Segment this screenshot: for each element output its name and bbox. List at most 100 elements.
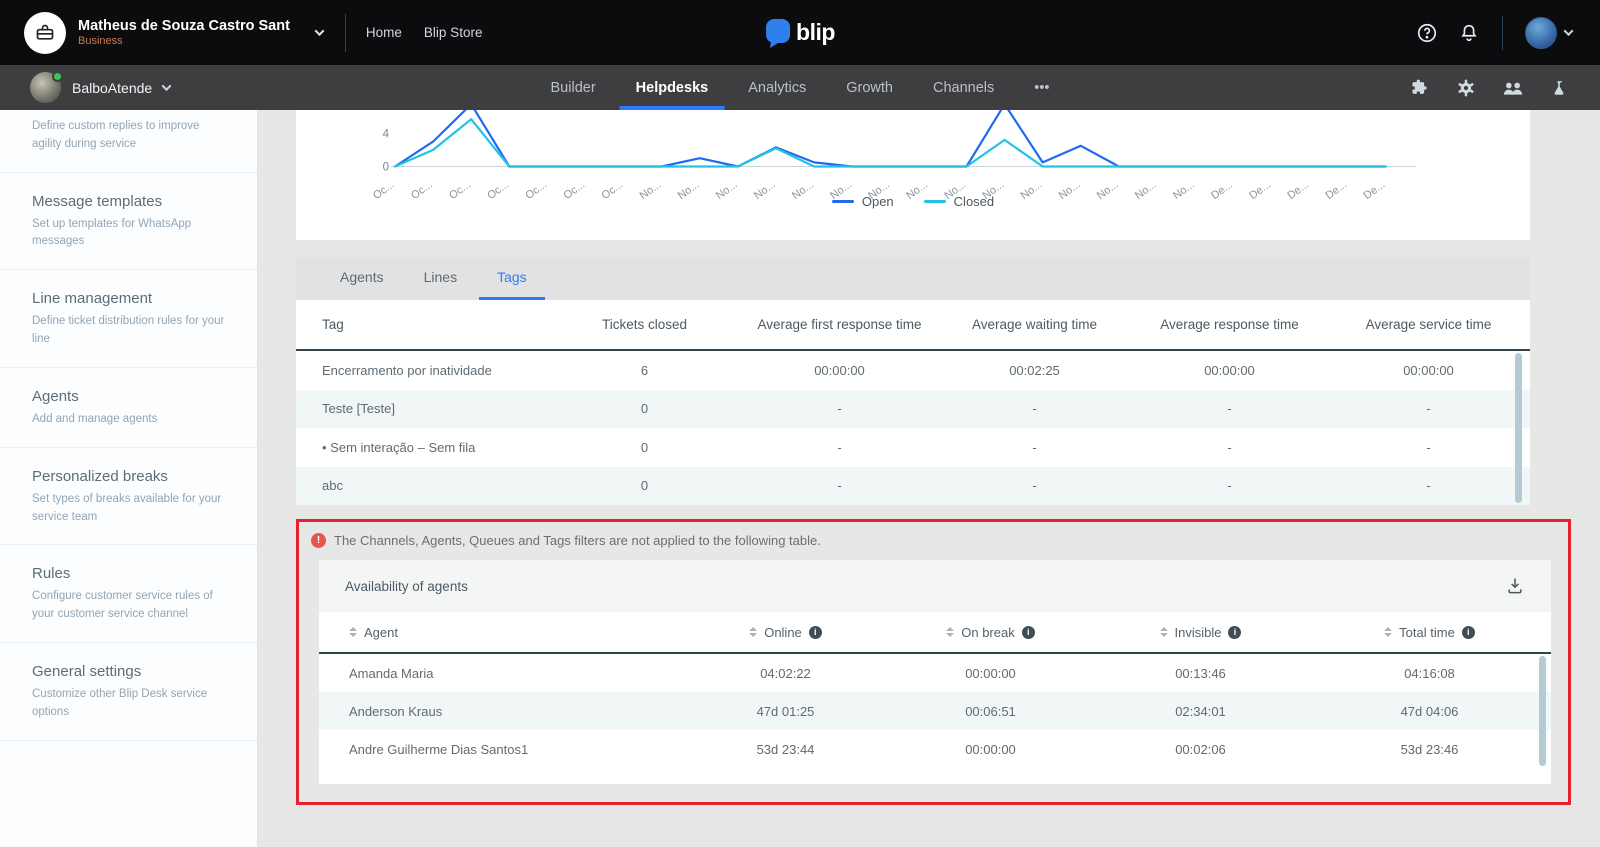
blip-logo-text: blip <box>796 19 835 46</box>
tickets-chart-card: 40Oc...Oc...Oc...Oc...Oc...Oc...Oc...No.… <box>296 110 1530 240</box>
legend-item-closed: Closed <box>924 194 994 209</box>
appbar-tools <box>1410 78 1568 98</box>
tab-lines[interactable]: Lines <box>406 257 475 300</box>
sidebar-item-title: General settings <box>32 663 233 680</box>
bot-name: BalboAtende <box>72 80 152 96</box>
svg-text:0: 0 <box>383 162 389 174</box>
sidebar-item-agents[interactable]: Agents Add and manage agents <box>0 368 257 448</box>
table-cell: - <box>937 440 1132 455</box>
column-label: Total time <box>1399 625 1455 640</box>
table-cell: Teste [Teste] <box>296 401 547 416</box>
svg-text:4: 4 <box>383 128 390 140</box>
sidebar-item-personalized-breaks[interactable]: Personalized breaks Set types of breaks a… <box>0 448 257 546</box>
account-switcher[interactable]: Matheus de Souza Castro Sant Business <box>24 12 323 54</box>
notifications-bell-icon[interactable] <box>1458 22 1480 44</box>
sidebar-item-message-templates[interactable]: Message templatesSet up templates for Wh… <box>0 173 257 271</box>
nav-item-builder[interactable]: Builder <box>535 65 612 110</box>
sort-icon[interactable] <box>1160 627 1168 637</box>
info-icon[interactable]: i <box>1462 626 1475 639</box>
table-cell: - <box>742 440 937 455</box>
download-icon[interactable] <box>1505 576 1525 596</box>
sort-desc-icon <box>1384 633 1392 637</box>
user-menu[interactable] <box>1525 17 1572 49</box>
tags-column-header: Average first response time <box>742 317 937 332</box>
sidebar-item-general-settings[interactable]: General settingsCustomize other Blip Des… <box>0 643 257 741</box>
table-row: Amanda Maria04:02:2200:00:0000:13:4604:1… <box>319 654 1551 692</box>
appbar: BalboAtende BuilderHelpdesksAnalyticsGro… <box>0 65 1600 110</box>
table-cell: 00:13:46 <box>1093 666 1308 681</box>
table-cell: • Sem interação – Sem fila <box>296 440 547 455</box>
tags-column-header: Average service time <box>1327 317 1530 332</box>
tags-column-header: Tag <box>296 317 547 332</box>
puzzle-icon[interactable] <box>1410 78 1430 98</box>
sidebar-item-description: Add and manage agents <box>32 411 228 429</box>
topbar-link-blip-store[interactable]: Blip Store <box>424 25 483 40</box>
sidebar-item-rules[interactable]: RulesConfigure customer service rules of… <box>0 545 257 643</box>
flask-icon[interactable] <box>1550 78 1568 98</box>
availability-column-header-online[interactable]: Onlinei <box>683 625 888 640</box>
bot-switcher[interactable]: BalboAtende <box>30 72 170 103</box>
sort-icon[interactable] <box>349 627 357 637</box>
chart-legend: OpenClosed <box>296 194 1530 209</box>
sidebar-item-title: Personalized breaks <box>32 468 233 485</box>
tags-column-header: Average response time <box>1132 317 1327 332</box>
users-icon[interactable] <box>1502 78 1524 98</box>
help-icon[interactable] <box>1416 22 1438 44</box>
sidebar-item-description: Set up templates for WhatsApp messages <box>32 216 228 252</box>
nav-item-growth[interactable]: Growth <box>830 65 909 110</box>
column-label: On break <box>961 625 1014 640</box>
table-cell: abc <box>296 478 547 493</box>
report-tabs: AgentsLinesTags <box>296 257 1530 300</box>
table-cell: 0 <box>547 401 742 416</box>
sidebar-item-title: Line management <box>32 290 233 307</box>
info-icon[interactable]: i <box>1022 626 1035 639</box>
topbar-links: Home Blip Store <box>366 25 483 40</box>
availability-column-header-agent[interactable]: Agent <box>319 625 683 640</box>
vertical-scrollbar[interactable] <box>1539 656 1546 766</box>
table-cell: 04:02:22 <box>683 666 888 681</box>
table-cell: 53d 23:46 <box>1308 742 1551 757</box>
table-cell: Andre Guilherme Dias Santos1 <box>319 742 683 757</box>
table-row: Anderson Kraus47d 01:2500:06:5102:34:014… <box>319 692 1551 730</box>
account-name: Matheus de Souza Castro Sant <box>78 17 290 35</box>
sort-asc-icon <box>749 627 757 631</box>
sidebar-item-description: Set types of breaks available for your s… <box>32 491 228 527</box>
sort-asc-icon <box>1384 627 1392 631</box>
table-cell: 47d 01:25 <box>683 704 888 719</box>
sidebar-item-title: Agents <box>32 388 233 405</box>
table-cell: 00:00:00 <box>888 666 1093 681</box>
nav-item-helpdesks[interactable]: Helpdesks <box>620 65 725 110</box>
tab-tags[interactable]: Tags <box>479 257 545 300</box>
sort-desc-icon <box>1160 633 1168 637</box>
availability-column-header-total-time[interactable]: Total time i <box>1308 625 1551 640</box>
table-row: Encerramento por inatividade600:00:0000:… <box>296 351 1530 390</box>
gear-icon[interactable] <box>1456 78 1476 98</box>
sidebar-item-description: Define ticket distribution rules for you… <box>32 313 228 349</box>
info-icon[interactable]: i <box>1228 626 1241 639</box>
vertical-scrollbar[interactable] <box>1515 353 1522 503</box>
sidebar-item-line-management[interactable]: Line management Define ticket distributio… <box>0 270 257 368</box>
availability-table-rows: Amanda Maria04:02:2200:00:0000:13:4604:1… <box>319 654 1551 768</box>
sort-icon[interactable] <box>1384 627 1392 637</box>
divider <box>1502 16 1503 50</box>
nav-item-channels[interactable]: Channels <box>917 65 1010 110</box>
blip-logo: blip <box>765 18 835 48</box>
nav-item-analytics[interactable]: Analytics <box>732 65 822 110</box>
sort-icon[interactable] <box>749 627 757 637</box>
nav-item-[interactable]: ••• <box>1018 65 1065 110</box>
chevron-down-icon[interactable] <box>314 26 324 36</box>
info-icon[interactable]: i <box>809 626 822 639</box>
topbar: Matheus de Souza Castro Sant Business Ho… <box>0 0 1600 65</box>
table-cell: Amanda Maria <box>319 666 683 681</box>
availability-column-header-on-break[interactable]: On break i <box>888 625 1093 640</box>
topbar-link-home[interactable]: Home <box>366 25 402 40</box>
availability-title: Availability of agents <box>345 579 468 594</box>
tags-table-header: TagTickets closedAverage first response … <box>296 300 1530 351</box>
sort-icon[interactable] <box>946 627 954 637</box>
table-cell: - <box>1132 401 1327 416</box>
sidebar-item-partial[interactable]: Define custom replies to improve agility… <box>0 110 257 173</box>
tags-table: TagTickets closedAverage first response … <box>296 300 1530 505</box>
availability-column-header-invisible[interactable]: Invisiblei <box>1093 625 1308 640</box>
table-row: abc0---- <box>296 467 1530 506</box>
tab-agents[interactable]: Agents <box>322 257 402 300</box>
